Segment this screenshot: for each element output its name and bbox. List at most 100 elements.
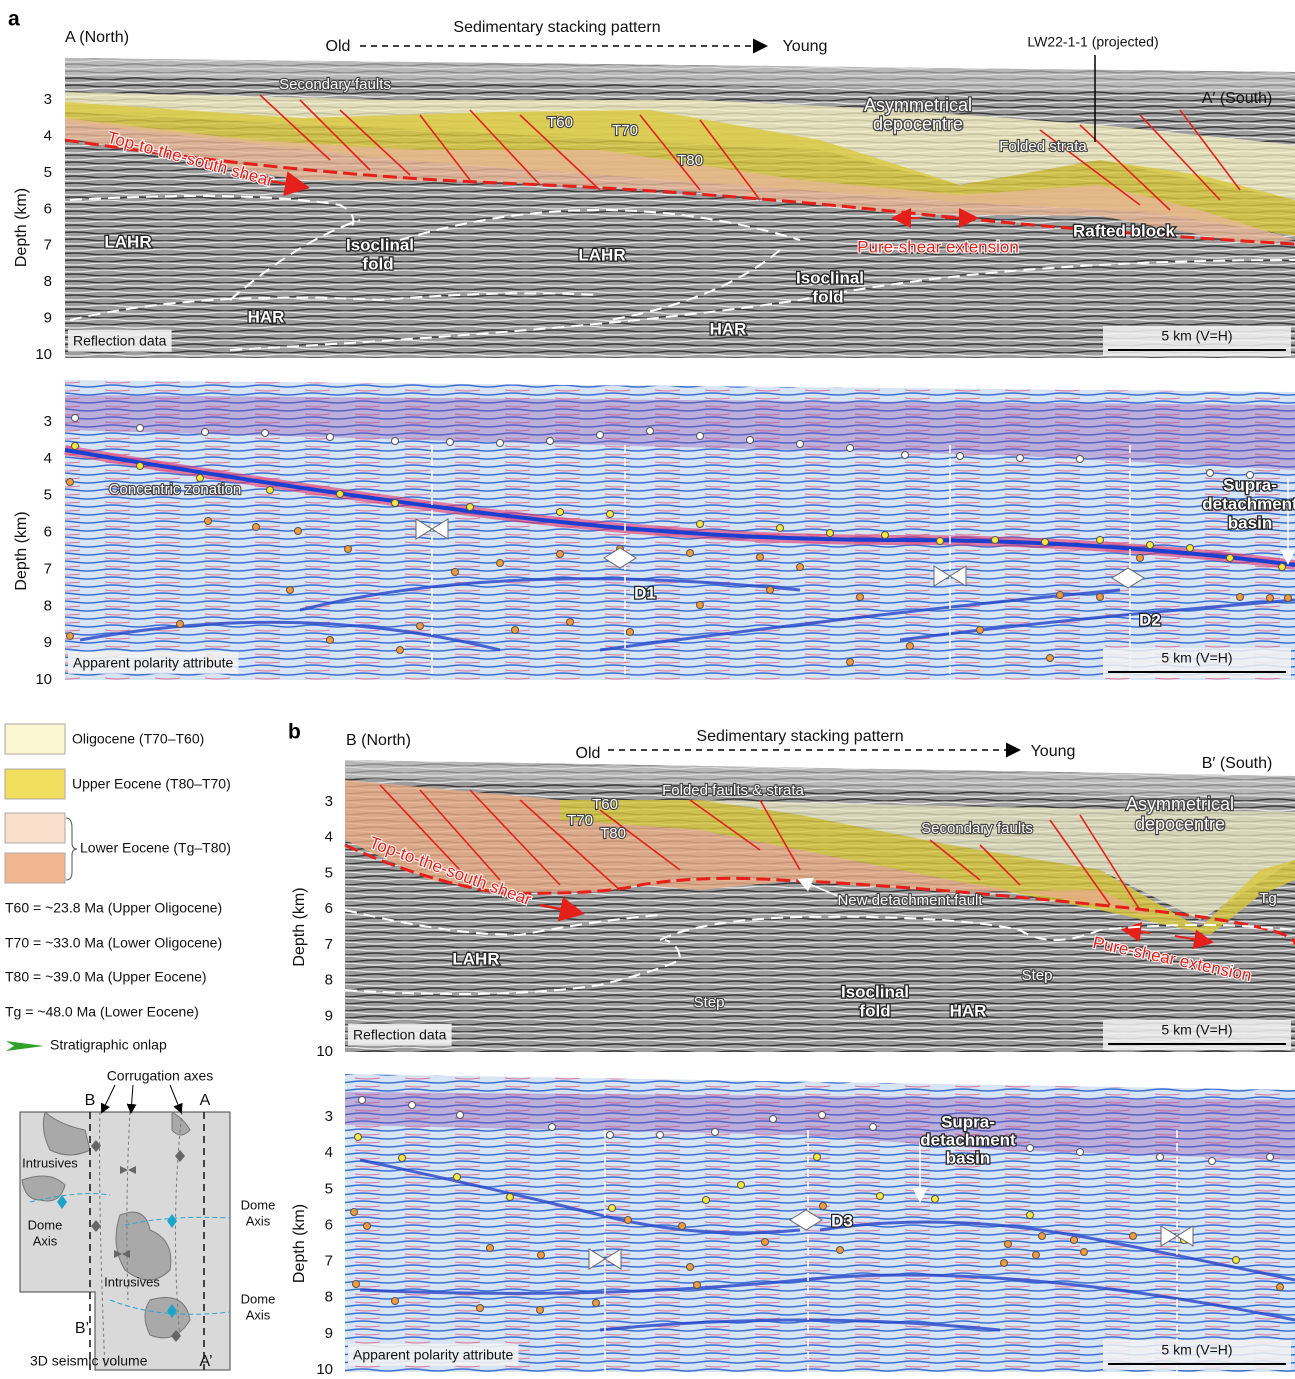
marker-dot [1056, 591, 1064, 599]
marker-dot [976, 626, 984, 634]
annotation: Isoclinal [346, 235, 414, 254]
synform-symbol [1160, 1225, 1194, 1247]
annotation: T70 [567, 812, 593, 829]
axis-title: Depth (km) [13, 511, 30, 590]
annotation: Young [1031, 743, 1076, 760]
section [64, 380, 1295, 680]
fault [1049, 819, 1111, 906]
legend-text: Lower Eocene (Tg–T80) [80, 840, 231, 856]
marker-dot [1206, 469, 1214, 477]
annotation: fold [362, 254, 393, 273]
legend-swatch [4, 852, 66, 884]
marker-dot [391, 1297, 399, 1305]
marker-dot [536, 1306, 544, 1314]
marker-dot [354, 1133, 362, 1141]
marker-dot [702, 1196, 710, 1204]
fault [299, 99, 371, 171]
marker-dot [196, 474, 204, 482]
y-tick-label: 8 [325, 972, 333, 989]
label-box [68, 329, 172, 352]
marker-dot [1266, 594, 1274, 602]
map-label: Intrusives [104, 1274, 160, 1289]
annotation: HAR [950, 1001, 987, 1020]
boundary [344, 939, 682, 995]
scale-label: 5 km (V=H) [1161, 1022, 1232, 1038]
lower-eocene-layer [65, 118, 1295, 244]
scale-label: 5 km (V=H) [1161, 328, 1232, 344]
marker-dot [819, 1202, 827, 1210]
marker-dot [71, 414, 79, 422]
marker-dot [391, 499, 399, 507]
legend-swatch [4, 723, 66, 755]
annotation: Secondary faults [279, 76, 391, 93]
marker-dot [1276, 1283, 1284, 1291]
marker-dot [1000, 1259, 1008, 1267]
marker-dot [326, 636, 334, 644]
marker-dot [546, 437, 554, 445]
y-tick-label: 5 [325, 1180, 333, 1197]
map-label: A’ [199, 1353, 212, 1370]
annotation: T70 [612, 122, 638, 139]
marker-dot [991, 536, 999, 544]
annotation: Asymmetrical [1126, 794, 1234, 814]
marker-dot [776, 524, 784, 532]
marker-dot [678, 1222, 686, 1230]
corrugation-axis [126, 1111, 131, 1301]
legend-text: Stratigraphic onlap [50, 1037, 167, 1053]
age-text: T70 = ~33.0 Ma (Lower Oligocene) [5, 935, 222, 951]
legend-swatch [4, 768, 66, 800]
corrugation-axis [99, 1111, 106, 1371]
y-tick-label: 6 [325, 1216, 333, 1233]
marker-dot [1026, 1211, 1034, 1219]
y-tick-label: 4 [325, 1144, 333, 1161]
annotation: Old [326, 38, 351, 55]
annotation: fold [859, 1001, 890, 1020]
annotation: T60 [547, 114, 573, 131]
marker-dot [856, 593, 864, 601]
legend: Oligocene (T70–T60) Upper Eocene (T80–T7… [4, 723, 231, 1053]
y-tick-label: 9 [44, 634, 52, 651]
map: Corrugation axes B A Intrusives Dome Axi… [19, 1068, 275, 1371]
y-tick-label: 7 [44, 237, 52, 254]
marker-dot [486, 1244, 494, 1252]
map-label: Axis [33, 1233, 58, 1248]
marker-dot [813, 1153, 821, 1161]
synform-symbol [588, 1248, 622, 1270]
scale-label: 5 km (V=H) [1161, 650, 1232, 666]
boundary [229, 219, 361, 301]
detachment [64, 138, 1295, 246]
fault [1039, 129, 1141, 206]
y-tick-label: 5 [325, 864, 333, 881]
map-caption: 3D seismic volume [30, 1353, 148, 1369]
marker-dot [769, 1115, 777, 1123]
marker-dot [1236, 593, 1244, 601]
panel-label: a [8, 8, 20, 31]
marker-dot [363, 1222, 371, 1230]
y-tick-label: 3 [325, 1108, 333, 1125]
marker-dot [656, 1131, 664, 1139]
marker-dot [1041, 538, 1049, 546]
marker-dot [1208, 1157, 1216, 1165]
fault [469, 109, 541, 186]
marker-dot [326, 433, 334, 441]
y-tick-label: 10 [35, 671, 52, 688]
legend-brace [65, 817, 78, 881]
marker-dot [358, 1096, 366, 1104]
marker-dot [626, 628, 634, 636]
arrow [239, 171, 310, 196]
annotation: Asymmetrical [864, 95, 972, 115]
marker-dot [746, 436, 754, 444]
dome-symbol [603, 547, 637, 569]
annotation: Old [576, 745, 601, 762]
marker-dot [252, 523, 260, 531]
annotation: detachment [1202, 494, 1295, 513]
marker-dot [446, 438, 454, 446]
marker-dot [766, 586, 774, 594]
marker-dot [1076, 1148, 1084, 1156]
annotation: Sedimentary stacking pattern [696, 728, 903, 745]
reflector [299, 577, 801, 612]
marker-dot [901, 451, 909, 459]
panel-label: b [288, 721, 301, 744]
marker-dot [836, 1246, 844, 1254]
reflector [599, 1318, 1001, 1332]
